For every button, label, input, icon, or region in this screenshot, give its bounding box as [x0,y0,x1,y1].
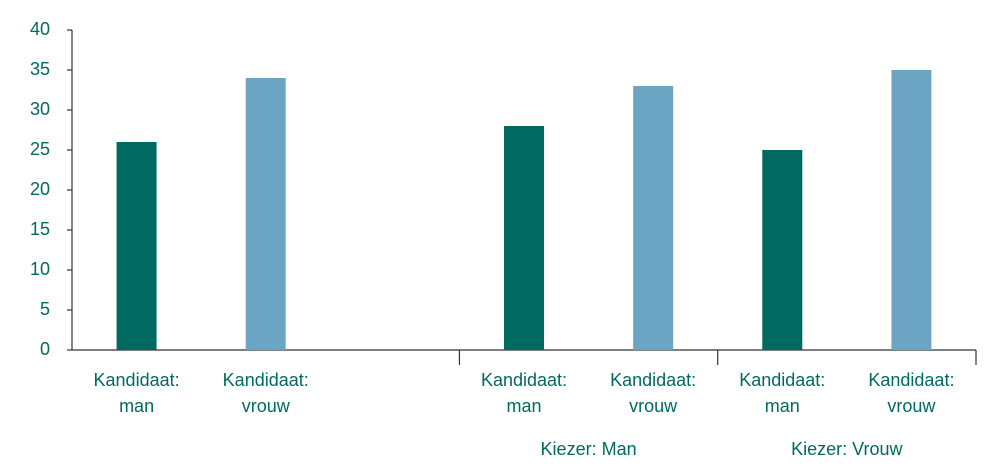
bar [891,70,932,350]
x-tick-label: Kandidaat: vrouw [610,370,696,416]
bar [633,86,674,350]
x-tick-label: Kandidaat: man [94,370,180,416]
x-tick-label: Kandidaat: man [739,370,825,416]
y-tick-label: 20 [30,179,50,199]
bar [116,142,157,350]
y-tick-label: 30 [30,99,50,119]
bar [504,126,544,350]
x-tick-label: Kandidaat: man [481,370,567,416]
bar [762,150,803,350]
y-tick-label: 0 [40,339,50,359]
bar [245,78,286,350]
y-tick-label: 35 [30,59,50,79]
y-tick-label: 10 [30,259,50,279]
group-label: Kiezer: Man [541,439,637,459]
x-tick-label: Kandidaat: vrouw [223,370,309,416]
y-tick-label: 25 [30,139,50,159]
y-tick-label: 15 [30,219,50,239]
group-label: Kiezer: Vrouw [791,439,903,459]
y-tick-label: 40 [30,19,50,39]
x-tick-label: Kandidaat: vrouw [868,370,954,416]
y-tick-label: 5 [40,299,50,319]
